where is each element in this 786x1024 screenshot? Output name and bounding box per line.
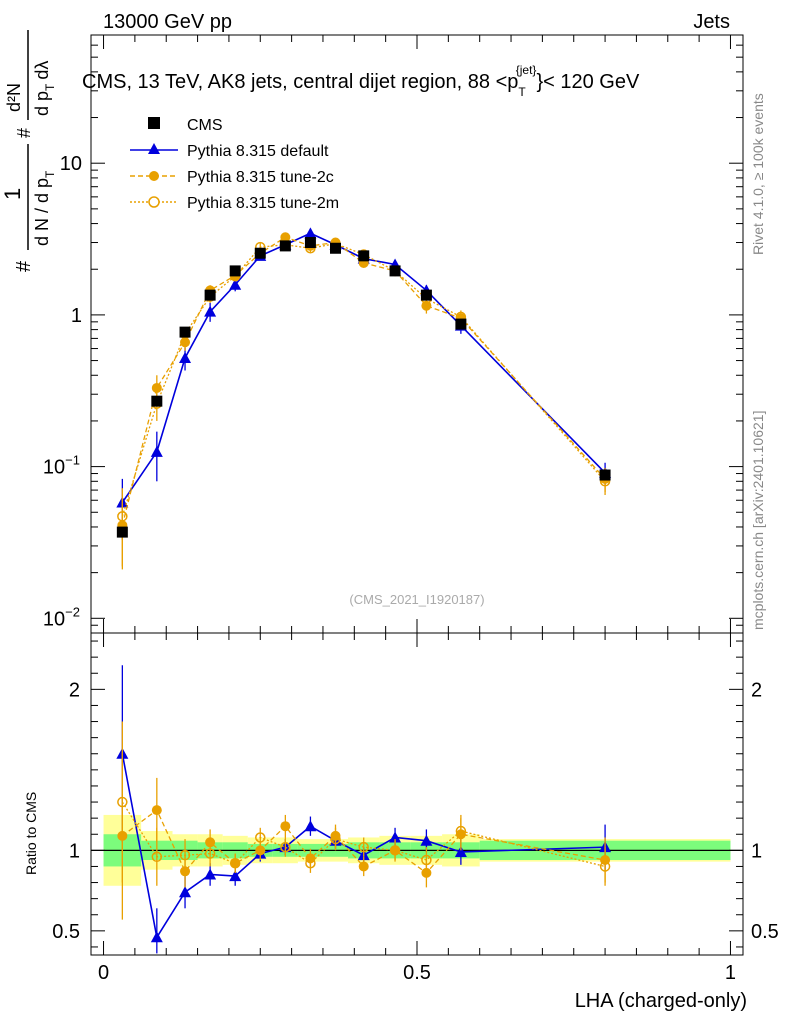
legend-marker-default	[148, 143, 160, 154]
ratio-series-line	[121, 809, 606, 874]
ylabel-right-den: d pTdλ	[32, 61, 57, 116]
ratio-point	[117, 796, 128, 808]
legend-marker-cms	[148, 117, 160, 129]
y-tick-label: 10−2	[43, 604, 80, 630]
ratio-frame	[90, 632, 744, 956]
cms-data-point	[358, 250, 370, 262]
ratio-point	[150, 931, 163, 943]
ratio-point	[421, 854, 432, 866]
rivet-label: Rivet 4.1.0, ≥ 100k events	[750, 93, 766, 255]
legend-marker-tune2c	[149, 171, 159, 181]
title-end: }< 120 GeV	[536, 71, 640, 93]
data-point	[179, 351, 192, 363]
legend-label-cms: CMS	[187, 117, 223, 134]
ratio-point	[420, 834, 433, 846]
data-point	[304, 227, 317, 239]
ratio-y-tick-label: 0.5	[52, 921, 80, 943]
ratio-point	[255, 832, 266, 843]
cms-data-point	[179, 326, 191, 338]
ratio-point	[389, 845, 401, 856]
cms-data-point	[254, 247, 266, 259]
ylabel-right-num: d²N	[4, 83, 24, 112]
axes: 0 0.5 1 10 1 10−1 10−2 2 2 1 1 0.5 0.5	[43, 34, 779, 984]
y-axis-label: # 1 d N / d pT # d²N d pTdλ	[0, 30, 57, 272]
data-point	[180, 337, 191, 348]
ratio-point	[229, 870, 242, 882]
cms-data-point	[389, 265, 401, 277]
cms-data-point	[279, 240, 291, 252]
title-sup: {jet}	[516, 63, 537, 77]
ratio-point	[204, 848, 216, 859]
series-line	[121, 236, 606, 526]
x-tick-label: 1	[725, 962, 736, 984]
chart-marks	[116, 227, 612, 954]
legend-label-tune2m: Pythia 8.315 tune-2m	[187, 195, 339, 212]
cms-data-point	[204, 289, 216, 301]
chart-title: CMS, 13 TeV, AK8 jets, central dijet reg…	[82, 63, 640, 99]
legend-marker-tune2m	[148, 196, 160, 208]
ratio-point	[151, 805, 162, 816]
title-sub: T	[518, 85, 526, 99]
y-tick-label: 10	[60, 153, 82, 175]
x-axis-label: LHA (charged-only)	[575, 990, 747, 1012]
ratio-y-tick-label: 1	[69, 840, 80, 862]
ylabel-hash-2: #	[14, 128, 34, 138]
data-point	[204, 305, 217, 317]
cms-data-point	[455, 318, 467, 330]
data-point	[117, 511, 128, 522]
cms-data-point	[599, 469, 611, 481]
data-point	[150, 445, 163, 457]
ratio-point	[599, 861, 611, 872]
analysis-watermark: (CMS_2021_I1920187)	[349, 592, 484, 607]
ratio-point	[255, 845, 266, 856]
x-tick-label: 0.5	[403, 962, 431, 984]
data-point	[151, 382, 162, 393]
ratio-y-tick-label-right: 2	[751, 679, 762, 701]
y-tick-label: 1	[71, 305, 82, 327]
ratio-point	[358, 861, 369, 872]
cms-data-point	[330, 242, 341, 254]
ratio-point	[229, 857, 241, 869]
ratio-point	[280, 841, 291, 853]
legend-label-tune2c: Pythia 8.315 tune-2c	[187, 169, 334, 186]
cms-data-point	[229, 265, 241, 277]
series-line	[121, 232, 606, 503]
mcplots-label: mcplots.cern.ch [arXiv:2401.10621]	[750, 411, 766, 630]
ratio-bands	[91, 814, 743, 886]
ratio-y-axis-label: Ratio to CMS	[23, 792, 39, 875]
ratio-point	[305, 857, 316, 869]
ylabel-frac-num: 1	[0, 188, 25, 200]
ratio-point	[454, 845, 467, 857]
cms-data-point	[304, 237, 316, 249]
ratio-point	[179, 849, 191, 861]
cms-data-point	[116, 526, 128, 538]
header-left: 13000 GeV pp	[103, 11, 232, 33]
ratio-point	[389, 831, 402, 843]
ratio-point	[179, 886, 192, 898]
x-tick-label: 0	[98, 962, 109, 984]
ratio-y-tick-label-right: 0.5	[751, 921, 779, 943]
ratio-point	[151, 851, 163, 863]
ratio-point	[358, 841, 369, 853]
series-line	[121, 242, 606, 517]
legend: CMS Pythia 8.315 default Pythia 8.315 tu…	[130, 117, 339, 212]
data-point	[280, 232, 291, 243]
data-point	[229, 278, 242, 290]
ratio-y-tick-label-right: 1	[751, 840, 762, 862]
ratio-point	[280, 821, 291, 832]
ylabel-hash: #	[13, 260, 35, 272]
cms-data-point	[420, 289, 432, 301]
legend-label-default: Pythia 8.315 default	[187, 143, 329, 160]
ylabel-frac-den: d N / d pT	[32, 170, 57, 246]
cms-data-point	[151, 395, 163, 407]
ratio-y-tick-label: 2	[69, 679, 80, 701]
ratio-point	[204, 868, 217, 880]
header-right: Jets	[693, 11, 730, 33]
y-tick-label: 10−1	[43, 453, 80, 479]
ratio-series-line	[121, 753, 606, 940]
ratio-point	[330, 833, 341, 845]
ratio-point	[304, 820, 317, 832]
ratio-point	[455, 825, 467, 837]
